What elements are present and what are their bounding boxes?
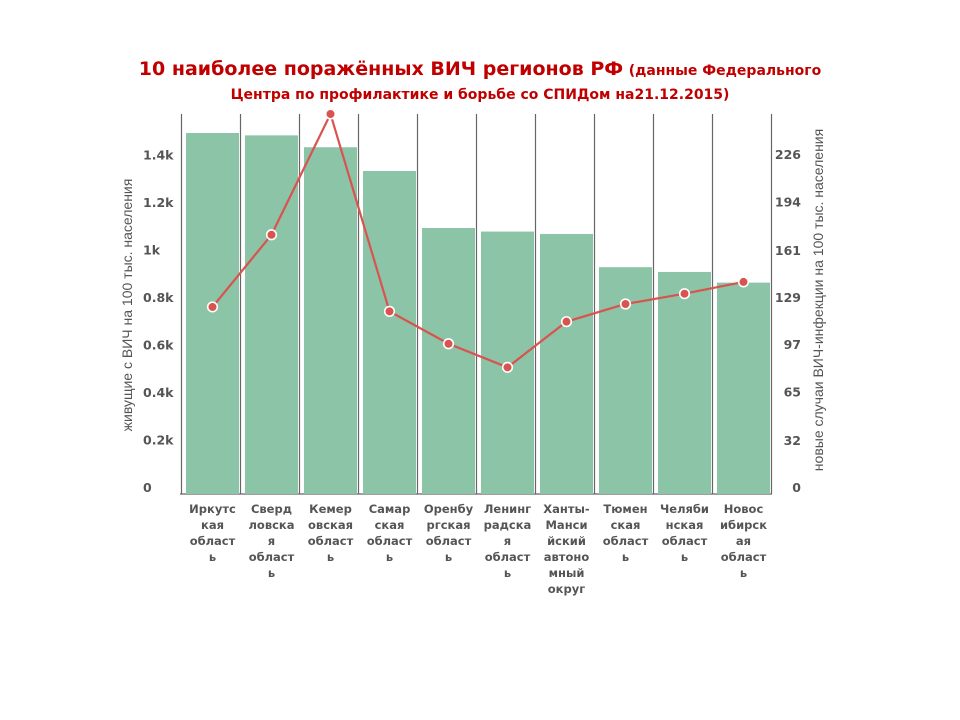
line-point (737, 276, 750, 288)
line-point (442, 338, 455, 350)
grid (180, 114, 773, 495)
x-category-label: Самар ская област ь (367, 502, 413, 564)
chart-title-main: 10 наиболее поражённых ВИЧ регионов РФ (138, 58, 624, 80)
right-tick-label: 194 (775, 194, 801, 209)
line-point (383, 305, 396, 317)
line-point (560, 316, 573, 328)
chart-title: 10 наиболее поражённых ВИЧ регионов РФ (… (0, 58, 960, 80)
left-tick-label: 1.4k (143, 148, 174, 163)
left-axis-ticks: 0 0.2k 0.4k 0.6k 0.8k 1k 1.2k 1.4k (143, 148, 174, 496)
line-point (265, 229, 278, 241)
x-category-label: Сверд ловска я област ь (249, 502, 295, 580)
right-tick-label: 226 (775, 147, 801, 162)
x-category-label: Челяби нская област ь (660, 502, 709, 564)
x-category-label: Иркутс кая област ь (189, 502, 236, 564)
left-axis-title: живущие с ВИЧ на 100 тыс. населения (119, 179, 135, 432)
right-axis-ticks: 0 32 65 97 129 161 194 226 (775, 147, 801, 495)
bar (717, 282, 770, 494)
bar (304, 147, 357, 494)
x-category-label: Тюмен ская област ь (603, 502, 649, 564)
right-tick-label: 97 (784, 337, 801, 352)
line-point (324, 108, 337, 120)
line-point (678, 288, 691, 300)
right-tick-label: 129 (775, 290, 801, 305)
left-tick-label: 0 (143, 480, 152, 495)
bar (540, 233, 593, 494)
bar (186, 133, 239, 494)
chart-subtitle: Центра по профилактике и борьбе со СПИДо… (230, 87, 730, 103)
x-axis-categories: Иркутс кая област ь Сверд ловска я област ь Кемер… (189, 502, 767, 596)
x-category-label: Ханты-Манси йский автоно мный округ (543, 502, 590, 596)
right-tick-label: 32 (784, 433, 801, 448)
left-tick-label: 0.8k (143, 290, 174, 305)
bar (363, 171, 416, 494)
left-tick-label: 0.6k (143, 338, 174, 353)
line-point (206, 301, 219, 313)
right-tick-label: 0 (792, 480, 801, 495)
left-tick-label: 1.2k (143, 195, 174, 210)
left-tick-label: 1k (143, 243, 161, 258)
right-axis-title: новые случаи ВИЧ-инфекции на 100 тыс. на… (810, 129, 826, 471)
x-category-label: Оренбу ргская област ь (424, 502, 474, 564)
x-category-label: Новос ибирск ая област ь (720, 502, 767, 580)
bar (245, 135, 298, 494)
left-tick-label: 0.4k (143, 385, 174, 400)
bar-series (186, 133, 770, 494)
x-category-label: Кемер овская област ь (308, 502, 354, 564)
chart-title-sub: (данные Федерального (628, 63, 822, 79)
x-category-label: Ленинг радска я област ь (484, 502, 532, 580)
left-tick-label: 0.2k (143, 433, 174, 448)
line-point (501, 361, 514, 373)
right-tick-label: 65 (784, 384, 801, 399)
line-point (619, 298, 632, 310)
line-path (211, 110, 744, 369)
right-tick-label: 161 (775, 243, 801, 258)
line-series (206, 108, 750, 373)
bar (658, 271, 711, 494)
bar (422, 228, 475, 494)
